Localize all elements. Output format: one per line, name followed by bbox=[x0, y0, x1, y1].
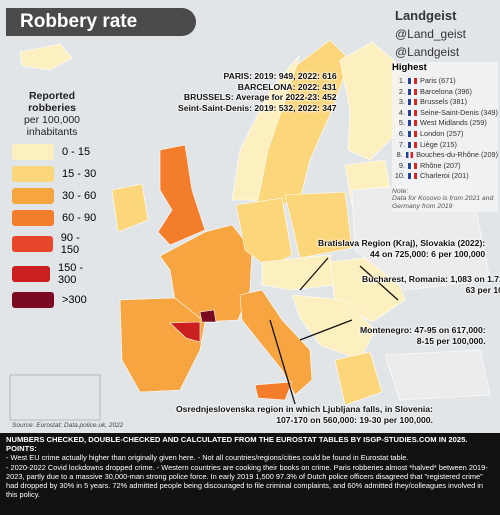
legend-swatch bbox=[12, 210, 54, 226]
legend-label: 30 - 60 bbox=[62, 190, 97, 202]
flag bbox=[408, 130, 417, 137]
flag bbox=[408, 173, 417, 180]
highest-item: 4. Seine-Saint-Denis (349) bbox=[392, 108, 498, 119]
legend-item: 150 - 300 bbox=[12, 262, 100, 286]
rank: 9. bbox=[398, 160, 405, 170]
legend-swatch bbox=[12, 144, 54, 160]
legend-label: 90 - 150 bbox=[60, 232, 80, 256]
item-text: Bouches-du-Rhône (209) bbox=[416, 150, 498, 160]
social-handle: @Landgeist bbox=[395, 45, 460, 59]
flag bbox=[408, 120, 417, 127]
flag bbox=[408, 141, 417, 148]
annotation-line: Osrednjeslovenska region in which Ljublj… bbox=[176, 404, 433, 414]
highest-item: 7. Liège (215) bbox=[392, 140, 498, 151]
footer-point: - West EU crime actually higher than ori… bbox=[6, 453, 409, 463]
legend: Reported robberies per 100,000 inhabitants… bbox=[4, 90, 100, 308]
social-handle: @Land_geist bbox=[395, 27, 466, 41]
legend-item: 90 - 150 bbox=[12, 232, 100, 256]
annotation-line: Bucharest, Romania: 1,083 on 1.72 mln: bbox=[362, 274, 500, 284]
highest-item: 3. Brussels (381) bbox=[392, 97, 498, 108]
legend-label: 150 - 300 bbox=[57, 262, 84, 286]
legend-label: 0 - 15 bbox=[62, 146, 91, 158]
annotation-line: BARCELONA: 2022: 431 bbox=[237, 81, 337, 92]
legend-swatch bbox=[12, 292, 54, 308]
annotation-line: BRUSSELS: Average for 2022-23: 452 bbox=[183, 92, 337, 102]
annotation-line: 107-170 on 560,000: 19-30 per 100,000. bbox=[276, 414, 433, 425]
annotation-line: 63 per 100,000 bbox=[465, 284, 500, 295]
legend-swatch bbox=[12, 266, 50, 282]
note-title: Note: bbox=[392, 187, 409, 195]
title: Robbery rate bbox=[6, 8, 196, 36]
legend-title: inhabitants bbox=[26, 126, 78, 138]
item-text: Rhône (207) bbox=[420, 160, 461, 170]
rank: 5. bbox=[398, 118, 405, 128]
flag bbox=[408, 88, 417, 95]
highest-item: 8. Bouches-du-Rhône (209) bbox=[392, 150, 498, 161]
flag bbox=[408, 162, 417, 169]
leader-lines bbox=[269, 257, 399, 405]
legend-swatch bbox=[12, 188, 54, 204]
item-text: Barcelona (396) bbox=[420, 86, 472, 96]
annotation-line: 8-15 per 100,000. bbox=[416, 335, 486, 346]
legend-item: 15 - 30 bbox=[12, 166, 100, 182]
flag bbox=[408, 109, 417, 116]
rank: 10. bbox=[394, 171, 405, 181]
legend-title: Reported robberies bbox=[28, 90, 76, 114]
annotation: Bratislava Region (Kraj), Slovakia (2022… bbox=[318, 238, 485, 259]
legend-swatch bbox=[12, 236, 53, 252]
annotation: Montenegro: 47-95 on 617,000: 8-15 per 10… bbox=[360, 325, 486, 346]
annotation: Bucharest, Romania: 1,083 on 1.72 mln:63… bbox=[362, 274, 500, 295]
item-text: London (257) bbox=[420, 128, 464, 138]
inset-frame bbox=[9, 374, 101, 421]
annotation-line: 44 on 725,000: 6 per 100,000 bbox=[370, 248, 486, 259]
annotation-line: Montenegro: 47-95 on 617,000: bbox=[360, 325, 486, 335]
rank: 4. bbox=[398, 107, 405, 117]
legend-title: per 100,000 bbox=[23, 114, 81, 126]
item-text: Charleroi (201) bbox=[420, 171, 469, 181]
highest-title: Highest bbox=[392, 62, 427, 73]
rank: 6. bbox=[398, 128, 405, 138]
legend-item: >300 bbox=[12, 292, 100, 308]
highest-item: 5. West Midlands (259) bbox=[392, 118, 498, 129]
annotation-line: Bratislava Region (Kraj), Slovakia (2022… bbox=[318, 238, 486, 248]
rank: 1. bbox=[398, 76, 405, 85]
legend-label: 60 - 90 bbox=[62, 212, 97, 224]
flag bbox=[408, 78, 417, 84]
legend-label: 15 - 30 bbox=[62, 168, 97, 180]
annotation: Osrednjeslovenska region in which Ljublj… bbox=[176, 404, 433, 425]
annotation-line: PARIS: 2019: 949, 2022: 616 bbox=[223, 71, 337, 81]
annotation-line: Seint-Saint-Denis: 2019: 532, 2022: 347 bbox=[178, 102, 337, 113]
legend-label: >300 bbox=[62, 294, 87, 306]
social: Landgeist @Land_geist @Landgeist bbox=[395, 8, 466, 63]
rank: 2. bbox=[398, 86, 405, 96]
highest-item: 2. Barcelona (396) bbox=[392, 87, 498, 98]
rank: 8. bbox=[396, 150, 403, 160]
footer-point: - 2020-2022 Covid lockdowns dropped crim… bbox=[6, 462, 488, 500]
legend-item: 30 - 60 bbox=[12, 188, 100, 204]
flag bbox=[405, 152, 414, 159]
legend-swatch bbox=[12, 166, 54, 182]
note: Data for Kosovo is from 2021 and Germany… bbox=[392, 194, 494, 211]
highest-item: 6. London (257) bbox=[392, 129, 498, 140]
rank: 7. bbox=[398, 139, 405, 149]
rank: 3. bbox=[398, 97, 405, 107]
footer-heading: NUMBERS CHECKED, DOUBLE-CHECKED AND CALC… bbox=[6, 435, 468, 454]
legend-item: 0 - 15 bbox=[12, 144, 100, 160]
item-text: Paris (671) bbox=[420, 76, 456, 85]
social-handle: Landgeist bbox=[395, 8, 457, 23]
flag bbox=[408, 99, 417, 106]
source: Source: Eurostat; Data.police.uk, 2022 bbox=[12, 422, 124, 429]
highest-item: 10. Charleroi (201) bbox=[392, 171, 498, 182]
highest-item: 9. Rhône (207) bbox=[392, 161, 498, 172]
item-text: Seine-Saint-Denis (349) bbox=[420, 107, 498, 117]
item-text: Brussels (381) bbox=[420, 97, 468, 107]
highest-list: Highest 1. Paris (671) 2. Barcelona (396) 3. B… bbox=[392, 62, 498, 212]
legend-item: 60 - 90 bbox=[12, 210, 100, 226]
annotation: PARIS: 2019: 949, 2022: 616 BARCELONA: 20… bbox=[178, 71, 337, 113]
highest-item: 1. Paris (671) bbox=[392, 76, 498, 87]
item-text: West Midlands (259) bbox=[420, 118, 487, 128]
footer: NUMBERS CHECKED, DOUBLE-CHECKED AND CALC… bbox=[0, 433, 500, 515]
item-text: Liège (215) bbox=[420, 139, 457, 149]
